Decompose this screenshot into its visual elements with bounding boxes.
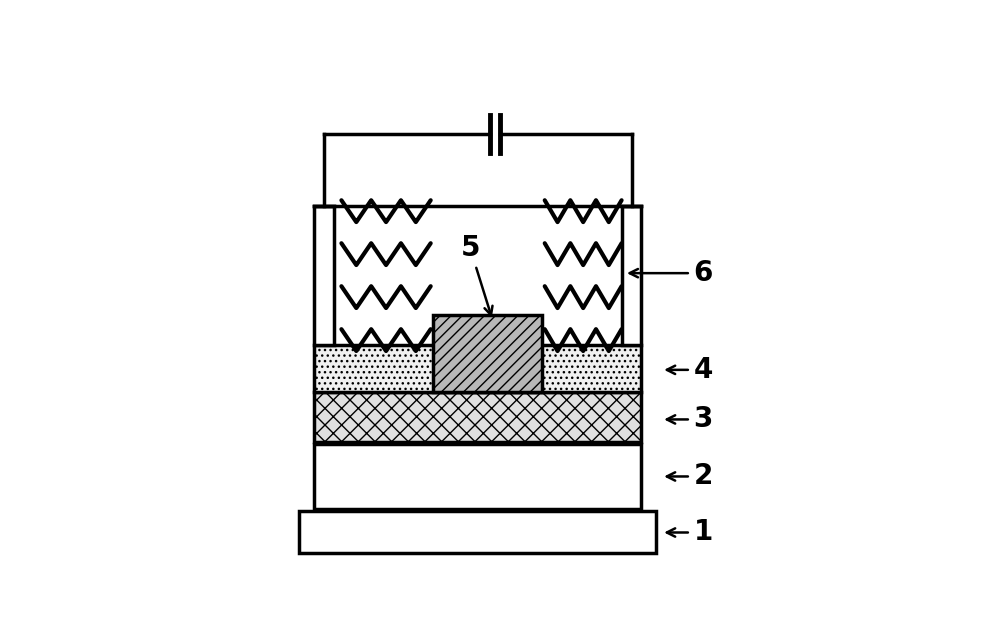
Bar (299, 511, 656, 553)
Bar (622, 206, 641, 345)
Bar (314, 206, 334, 345)
Text: 2: 2 (667, 462, 713, 491)
Bar (314, 345, 641, 392)
Bar (314, 392, 641, 442)
Text: 5: 5 (460, 234, 492, 315)
Bar (433, 316, 542, 392)
Text: 6: 6 (630, 259, 713, 287)
Text: 3: 3 (667, 406, 713, 433)
Bar (314, 444, 641, 509)
Text: 1: 1 (667, 518, 713, 547)
Text: 4: 4 (667, 356, 713, 384)
